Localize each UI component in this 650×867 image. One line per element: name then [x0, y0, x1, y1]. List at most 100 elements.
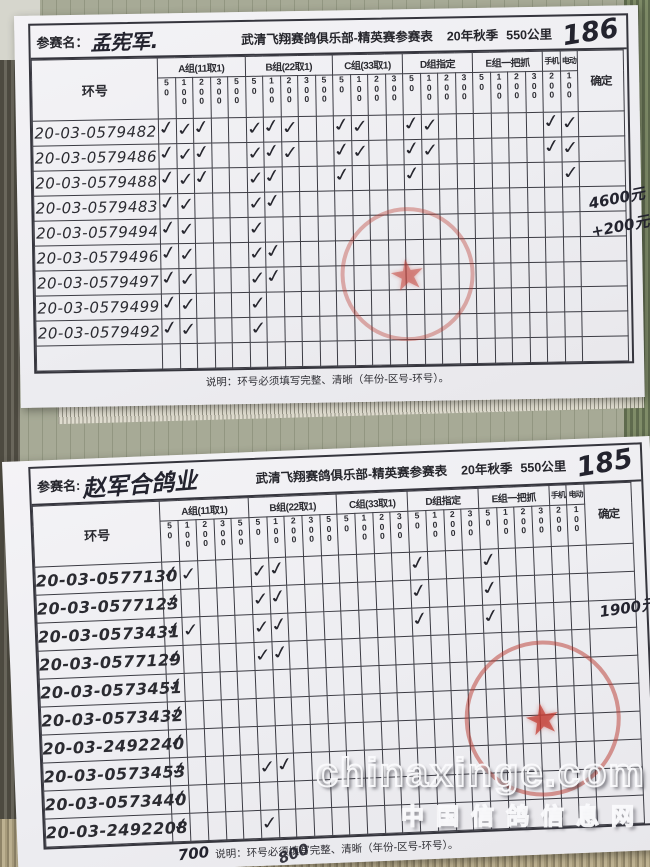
check-cell: ✓ [331, 113, 353, 141]
check-cell [196, 318, 215, 344]
checkmark-icon: ✓ [401, 162, 424, 187]
check-cell [308, 667, 327, 697]
check-cell [235, 614, 254, 644]
ring-number-cell: 20-03-0579496 [34, 243, 161, 272]
checkmark-icon: ✓ [190, 140, 214, 165]
check-cell [508, 137, 527, 163]
checkmark-icon: ✓ [158, 291, 181, 316]
check-cell [354, 340, 373, 366]
checkmark-icon: ✓ [177, 269, 198, 291]
check-cell [214, 317, 233, 344]
check-cell [195, 243, 214, 269]
confirm-cell [586, 543, 635, 574]
checkmark-icon: ✓ [273, 752, 297, 777]
check-cell [493, 237, 512, 264]
ring-number-cell: 20-03-0579497 [34, 268, 162, 297]
check-cell [442, 338, 461, 365]
check-cell: ✓ [158, 266, 181, 294]
check-cell [232, 342, 251, 368]
amount-header: 2 0 0 [284, 515, 304, 558]
check-cell [424, 339, 443, 365]
check-cell [509, 162, 528, 188]
check-cell: ✓ [191, 165, 214, 194]
check-cell [397, 692, 417, 721]
checkmark-icon: ✓ [166, 728, 189, 753]
amount-header: 5 0 [332, 74, 351, 116]
check-cell [342, 638, 362, 667]
check-cell: ✓ [350, 115, 370, 141]
check-cell: ✓ [248, 292, 268, 318]
check-cell [301, 291, 320, 317]
check-cell: ✓ [247, 217, 266, 243]
check-cell [535, 602, 555, 632]
check-cell: ✓ [266, 557, 288, 586]
distance-label: 550公里 [506, 27, 553, 42]
checkmark-icon: ✓ [191, 165, 214, 190]
check-cell: ✓ [249, 317, 268, 343]
check-cell [220, 699, 240, 728]
check-cell [396, 664, 416, 693]
check-cell: ✓ [181, 616, 201, 646]
confirm-cell [589, 627, 638, 658]
sheet-number-handwritten: 185 [573, 443, 635, 484]
check-cell [407, 339, 426, 365]
check-cell [179, 343, 198, 369]
check-cell: ✓ [177, 268, 198, 294]
confirm-cell [578, 110, 625, 137]
check-cell [474, 163, 493, 189]
checkmark-icon: ✓ [161, 616, 185, 641]
checkmark-icon: ✓ [331, 163, 354, 188]
check-cell [473, 113, 492, 139]
checkmark-icon: ✓ [252, 616, 273, 639]
check-cell: ✓ [421, 139, 440, 165]
confirm-cell [581, 310, 629, 337]
confirm-header: 确定 [583, 482, 634, 546]
check-cell [361, 665, 380, 695]
check-cell [230, 267, 249, 293]
checkmark-icon: ✓ [159, 560, 183, 585]
check-cell [321, 555, 341, 584]
checkmark-icon: ✓ [157, 216, 180, 241]
check-cell [180, 588, 200, 618]
ring-number-cell: 20-03-0579486 [32, 143, 160, 172]
check-cell [510, 212, 529, 238]
check-cell [526, 162, 545, 188]
entrant-name-handwritten: 孟宪军. [90, 28, 159, 55]
star-icon: ★ [520, 692, 566, 745]
watermark-domain: chinaxinge.com [315, 751, 646, 795]
check-cell [221, 727, 241, 756]
check-cell [283, 291, 302, 317]
checkmark-icon: ✓ [247, 242, 267, 265]
check-cell: ✓ [176, 193, 196, 219]
check-cell [362, 693, 381, 723]
amount-header: 3 0 0 [525, 71, 544, 113]
check-cell: ✓ [331, 163, 354, 191]
amount-header: 5 0 [478, 507, 499, 550]
amount-header: 1 0 0 [496, 507, 516, 549]
confirm-header: 确定 [577, 49, 625, 112]
entrant-name-label: 参赛名： [36, 34, 89, 51]
check-cell [318, 240, 336, 267]
check-cell: ✓ [408, 579, 431, 609]
ring-number-cell: 20-03-0579499 [35, 293, 162, 322]
check-cell [334, 190, 353, 216]
form-border-box: 参赛名： 孟宪军. 武清飞翔赛鸽俱乐部-精英赛参赛表 20年秋季 550公里 1… [28, 12, 635, 374]
check-cell: ✓ [261, 165, 284, 193]
check-cell [237, 670, 257, 700]
amount-header: 3 0 0 [460, 508, 481, 551]
check-cell [527, 187, 546, 213]
check-cell [299, 191, 318, 217]
amount-header: 3 0 0 [301, 515, 322, 557]
checkmark-icon: ✓ [246, 192, 266, 215]
check-cell: ✓ [179, 560, 199, 590]
check-cell [266, 291, 285, 318]
check-cell [256, 697, 275, 727]
check-cell [198, 588, 218, 617]
check-cell [197, 343, 216, 369]
check-cell [274, 725, 294, 754]
checkmark-icon: ✓ [477, 547, 501, 573]
check-cell [553, 601, 573, 631]
check-cell [338, 554, 358, 584]
check-cell [510, 237, 529, 263]
checkmark-icon: ✓ [167, 756, 191, 781]
